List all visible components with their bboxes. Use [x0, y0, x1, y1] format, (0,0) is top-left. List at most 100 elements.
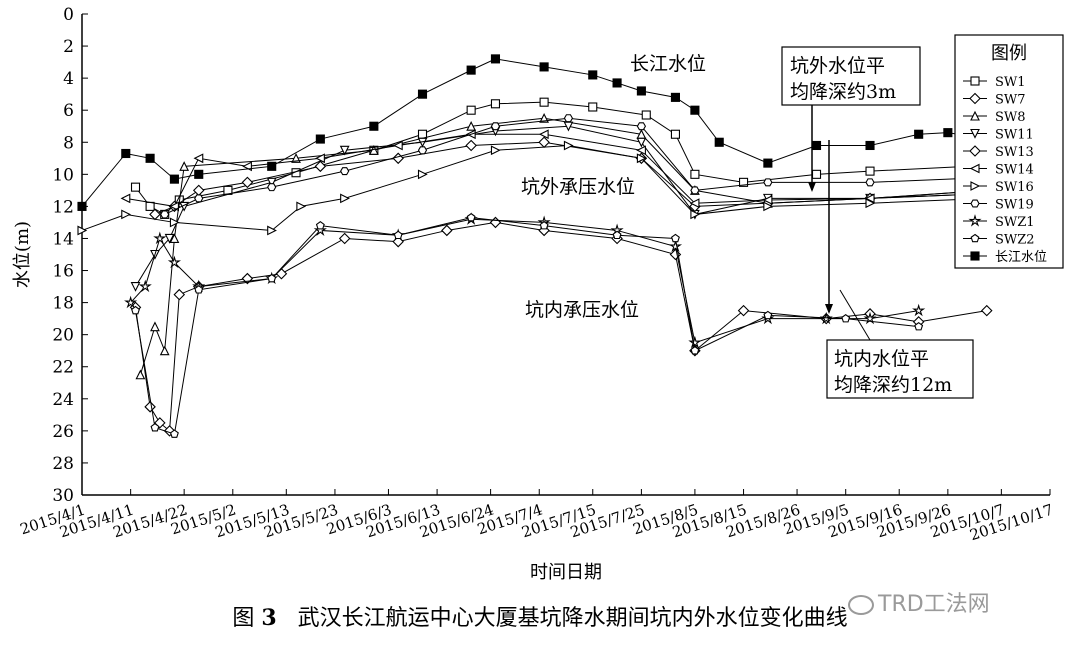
data-point	[539, 62, 549, 72]
data-point	[153, 231, 167, 245]
data-point	[490, 99, 501, 109]
data-point	[393, 230, 403, 240]
data-point	[738, 177, 749, 187]
data-point	[130, 182, 141, 192]
data-point	[737, 304, 750, 317]
data-point	[489, 216, 502, 229]
data-point	[670, 233, 680, 243]
annotation-changjiang: 长江水位	[630, 53, 706, 75]
wechat-logo-icon	[848, 595, 874, 615]
data-point	[266, 177, 277, 188]
data-point	[135, 369, 146, 380]
data-point	[539, 220, 549, 230]
watermark: TRD工法网	[848, 586, 990, 618]
data-point	[811, 140, 822, 151]
data-point	[641, 110, 651, 120]
data-point	[193, 153, 204, 164]
legend-marker	[969, 145, 981, 157]
legend-marker	[968, 214, 982, 227]
data-point	[763, 201, 774, 212]
legend-label: SWZ1	[995, 215, 1035, 230]
data-point	[670, 129, 680, 139]
data-point	[466, 212, 476, 222]
data-point	[914, 129, 924, 139]
legend-label: SW7	[995, 93, 1026, 108]
data-point	[636, 145, 646, 156]
data-point	[690, 105, 700, 115]
y-tick-label: 4	[63, 69, 74, 89]
data-point	[417, 169, 428, 180]
legend-marker	[970, 251, 980, 261]
data-point	[670, 92, 680, 102]
y-tick-label: 10	[52, 165, 74, 185]
data-point	[865, 166, 875, 176]
legend-label: SWZ2	[995, 233, 1035, 248]
data-point	[668, 239, 683, 253]
series-SW14	[120, 129, 992, 212]
data-point	[690, 346, 700, 355]
y-tick-label: 6	[63, 101, 74, 121]
data-point	[763, 310, 773, 320]
data-point	[369, 121, 379, 131]
data-point	[563, 114, 574, 123]
data-point	[77, 201, 87, 211]
data-point	[241, 176, 254, 189]
data-point	[392, 140, 403, 151]
data-point	[130, 282, 141, 292]
data-point	[121, 209, 132, 220]
data-point	[315, 134, 325, 144]
series-SW19	[160, 114, 992, 219]
legend-marker	[969, 163, 980, 174]
y-tick-label: 14	[52, 229, 74, 249]
legend-marker	[969, 92, 981, 105]
data-point	[340, 167, 350, 176]
data-point	[689, 198, 700, 209]
data-point	[169, 429, 179, 438]
data-point	[980, 304, 993, 317]
y-tick-label: 16	[52, 262, 74, 282]
data-point	[169, 217, 180, 228]
data-point	[144, 401, 156, 413]
data-point	[612, 230, 622, 240]
data-point	[121, 148, 131, 159]
data-point	[275, 267, 288, 280]
legend-label: SW8	[995, 110, 1026, 125]
annotation-outer-drop-line2: 均降深约3m	[790, 81, 896, 103]
data-point	[841, 313, 851, 323]
data-point	[588, 70, 598, 80]
y-tick-label: 8	[63, 133, 74, 153]
data-point	[441, 224, 453, 237]
legend-label: SW14	[995, 163, 1034, 178]
series-line	[164, 117, 987, 215]
y-axis-title: 水位(m)	[12, 221, 33, 288]
figure-caption: 图 3 武汉长江航运中心大厦基坑降水期间坑内外水位变化曲线	[0, 600, 1080, 632]
y-tick-label: 2	[63, 37, 74, 57]
data-point	[120, 193, 131, 204]
data-point	[563, 140, 574, 151]
data-point	[194, 169, 204, 179]
y-tick-label: 12	[52, 197, 74, 217]
data-point	[863, 311, 877, 325]
data-point	[315, 153, 325, 164]
data-point	[267, 225, 277, 236]
data-point	[124, 295, 138, 309]
legend-label: SW13	[995, 145, 1034, 160]
y-tick-label: 22	[52, 358, 74, 378]
data-point	[912, 303, 926, 317]
series-line	[139, 117, 987, 375]
data-point	[865, 140, 875, 151]
data-point	[145, 153, 155, 163]
y-tick-label: 18	[52, 294, 74, 314]
x-axis-title: 时间日期	[530, 562, 602, 583]
data-point	[314, 160, 327, 173]
data-point	[943, 128, 953, 138]
legend-marker	[970, 181, 981, 191]
data-point	[490, 122, 501, 131]
legend-marker	[970, 128, 980, 139]
data-point	[159, 345, 170, 356]
data-point	[164, 233, 175, 244]
legend-marker	[970, 76, 980, 86]
y-tick-label: 24	[52, 390, 74, 410]
annotation-outer-pressure: 坑外承压水位	[521, 176, 635, 198]
